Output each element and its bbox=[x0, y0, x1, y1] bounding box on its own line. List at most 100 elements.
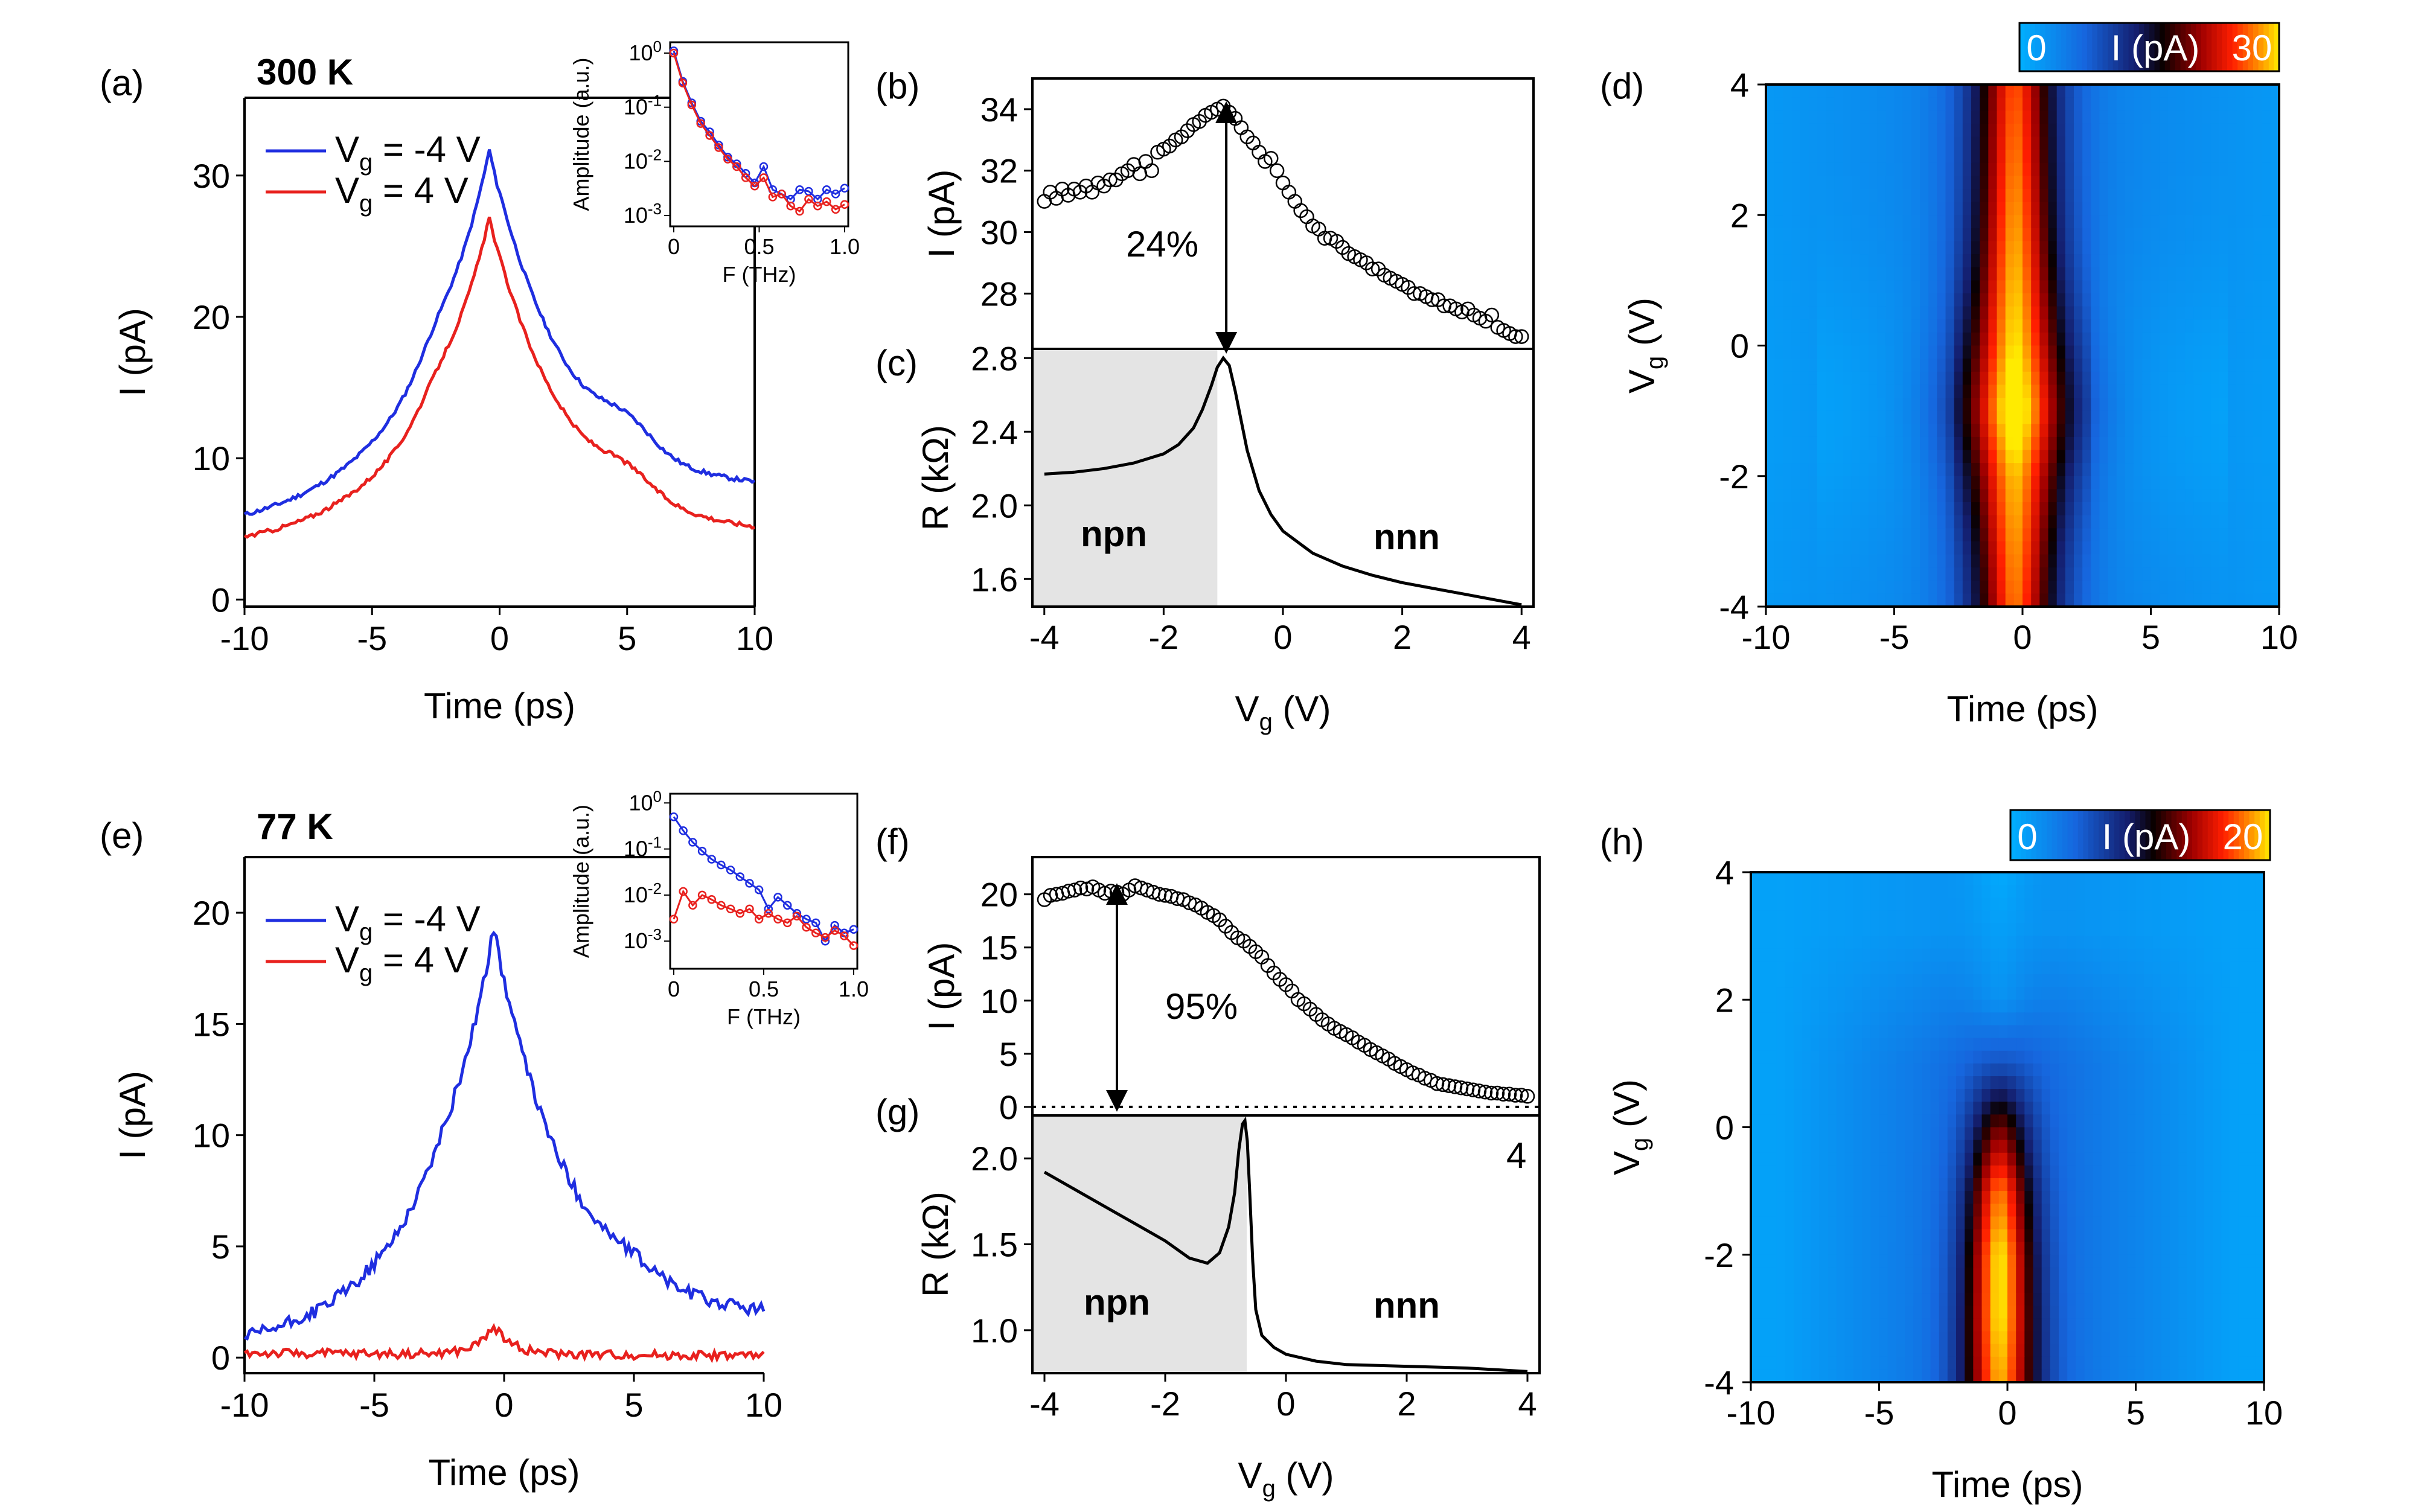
h-heatmap-cell bbox=[1913, 1306, 1922, 1319]
b-ylabel: I (pA) bbox=[921, 170, 962, 258]
d-heatmap-cell bbox=[2167, 332, 2177, 346]
h-heatmap-cell bbox=[2119, 1293, 2128, 1306]
h-heatmap-cell bbox=[1965, 1012, 1974, 1026]
h-heatmap-cell bbox=[2247, 1025, 2256, 1039]
d-heatmap-cell bbox=[2082, 306, 2091, 320]
d-heatmap-cell bbox=[2202, 136, 2211, 150]
d-heatmap-cell bbox=[1860, 319, 1869, 333]
d-ytick-label: 0 bbox=[1730, 327, 1749, 365]
d-heatmap-cell bbox=[2013, 371, 2023, 385]
h-heatmap-cell bbox=[2213, 1089, 2222, 1102]
h-heatmap-cell bbox=[1896, 1191, 1905, 1204]
d-heatmap-cell bbox=[2202, 359, 2211, 372]
panel-label-b: (b) bbox=[875, 66, 919, 106]
d-heatmap-cell bbox=[2219, 202, 2228, 215]
h-heatmap-cell bbox=[2195, 1178, 2205, 1191]
d-heatmap-cell bbox=[2013, 189, 2023, 203]
b-ytick-label: 34 bbox=[980, 91, 1018, 129]
h-heatmap-cell bbox=[2016, 1114, 2025, 1128]
d-heatmap-cell bbox=[1877, 189, 1886, 203]
h-heatmap-cell bbox=[1913, 1165, 1922, 1179]
h-heatmap-cell bbox=[1785, 1165, 1794, 1179]
d-heatmap-cell bbox=[2108, 489, 2117, 503]
d-heatmap-cell bbox=[1766, 515, 1775, 529]
d-heatmap-cell bbox=[2167, 424, 2177, 438]
d-heatmap-cell bbox=[1902, 293, 1912, 307]
d-heatmap-cell bbox=[1783, 319, 1792, 333]
h-heatmap-cell bbox=[1887, 1089, 1897, 1102]
d-heatmap-cell bbox=[1843, 424, 1852, 438]
legend-label-vg-minus4: Vg = -4 V bbox=[335, 129, 481, 176]
d-heatmap-cell bbox=[2048, 241, 2058, 255]
h-heatmap-cell bbox=[1913, 1254, 1922, 1268]
d-heatmap-cell bbox=[1808, 123, 1818, 138]
h-heatmap-cell bbox=[1819, 1063, 1829, 1077]
h-heatmap-cell bbox=[1793, 1152, 1803, 1166]
d-heatmap-cell bbox=[2005, 162, 2015, 176]
d-heatmap-cell bbox=[2082, 123, 2091, 138]
h-heatmap-cell bbox=[2101, 872, 2111, 885]
d-heatmap-cell bbox=[2134, 424, 2143, 438]
d-heatmap-cell bbox=[2270, 332, 2280, 346]
h-heatmap-cell bbox=[2093, 1025, 2102, 1039]
d-heatmap-cell bbox=[1817, 528, 1826, 542]
d-heatmap-cell bbox=[2116, 319, 2126, 333]
d-heatmap-cell bbox=[2091, 110, 2100, 124]
h-heatmap-cell bbox=[2127, 1204, 2137, 1217]
d-heatmap-cell bbox=[2031, 384, 2040, 398]
h-heatmap-cell bbox=[1965, 1050, 1974, 1064]
d-heatmap-cell bbox=[1894, 528, 1904, 542]
h-heatmap-cell bbox=[1947, 948, 1957, 962]
d-heatmap-cell bbox=[1800, 398, 1809, 412]
d-heatmap-cell bbox=[2253, 528, 2263, 542]
d-heatmap-cell bbox=[1988, 593, 1998, 607]
a-inset-xlabel: F (THz) bbox=[723, 262, 796, 287]
d-heatmap-cell bbox=[2099, 267, 2109, 281]
h-heatmap-cell bbox=[1853, 1152, 1863, 1166]
d-heatmap-cell bbox=[1988, 85, 1998, 98]
h-heatmap-cell bbox=[2067, 1089, 2076, 1102]
d-heatmap-cell bbox=[1860, 202, 1869, 215]
d-heatmap-cell bbox=[2065, 215, 2074, 229]
h-heatmap-cell bbox=[1811, 1127, 1820, 1141]
d-heatmap-cell bbox=[2056, 293, 2066, 307]
d-heatmap-cell bbox=[1885, 176, 1895, 190]
d-heatmap-cell bbox=[1997, 410, 2006, 424]
d-heatmap-cell bbox=[1783, 345, 1792, 359]
d-heatmap-cell bbox=[1808, 489, 1818, 503]
d-heatmap-cell bbox=[1920, 189, 1929, 203]
d-heatmap-cell bbox=[2262, 150, 2271, 164]
d-heatmap-cell bbox=[2074, 359, 2083, 372]
h-heatmap-cell bbox=[1922, 1140, 1931, 1153]
h-heatmap-cell bbox=[1930, 1191, 1940, 1204]
h-heatmap-cell bbox=[1990, 1191, 2000, 1204]
d-heatmap-cell bbox=[2108, 567, 2117, 581]
panel-label-h: (h) bbox=[1600, 821, 1644, 862]
d-heatmap-cell bbox=[1869, 136, 1878, 150]
d-heatmap-cell bbox=[1997, 136, 2006, 150]
d-heatmap-cell bbox=[2253, 123, 2263, 138]
h-heatmap-cell bbox=[1913, 910, 1922, 924]
d-heatmap-cell bbox=[1928, 332, 1937, 346]
e-inset-point bbox=[849, 941, 859, 950]
e-xtick-label: 5 bbox=[624, 1386, 643, 1424]
h-heatmap-cell bbox=[1905, 1025, 1914, 1039]
d-heatmap-cell bbox=[1928, 398, 1937, 412]
d-heatmap-cell bbox=[2270, 528, 2280, 542]
d-heatmap-cell bbox=[2142, 332, 2152, 346]
d-heatmap-cell bbox=[2013, 150, 2023, 164]
d-heatmap-cell bbox=[1774, 110, 1783, 124]
d-heatmap-cell bbox=[1920, 436, 1929, 451]
d-heatmap-cell bbox=[2202, 528, 2211, 542]
d-heatmap-cell bbox=[2005, 580, 2015, 594]
h-heatmap-cell bbox=[1768, 1050, 1777, 1064]
h-heatmap-cell bbox=[1905, 1012, 1914, 1026]
d-heatmap-cell bbox=[2142, 150, 2152, 164]
h-heatmap-cell bbox=[2221, 1127, 2230, 1141]
d-heatmap-cell bbox=[2039, 123, 2049, 138]
h-heatmap-cell bbox=[2135, 1293, 2145, 1306]
d-heatmap-cell bbox=[1817, 176, 1826, 190]
h-heatmap-cell bbox=[1922, 961, 1931, 975]
h-heatmap-cell bbox=[1947, 1165, 1957, 1179]
e-inset-point bbox=[669, 914, 679, 924]
